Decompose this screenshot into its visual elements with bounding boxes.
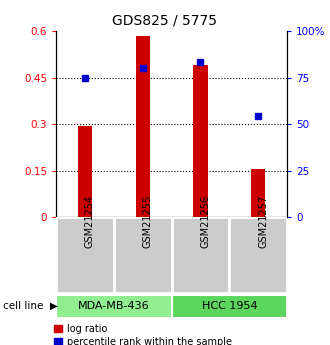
Bar — [56, 295, 172, 318]
Bar — [229, 217, 287, 293]
Bar — [136, 36, 150, 217]
Text: GSM21257: GSM21257 — [258, 195, 268, 248]
Bar — [114, 217, 172, 293]
Bar — [172, 295, 287, 318]
Text: GSM21254: GSM21254 — [85, 195, 95, 248]
Text: MDA-MB-436: MDA-MB-436 — [78, 301, 150, 311]
Bar — [251, 169, 265, 217]
Text: GSM21256: GSM21256 — [201, 195, 211, 248]
Text: GDS825 / 5775: GDS825 / 5775 — [113, 14, 217, 28]
Bar — [56, 217, 114, 293]
Legend: log ratio, percentile rank within the sample: log ratio, percentile rank within the sa… — [54, 324, 232, 345]
Text: cell line  ▶: cell line ▶ — [3, 301, 58, 311]
Text: HCC 1954: HCC 1954 — [202, 301, 257, 311]
Bar — [172, 217, 229, 293]
Bar — [78, 126, 92, 217]
Text: GSM21255: GSM21255 — [143, 195, 153, 248]
Bar — [193, 65, 208, 217]
